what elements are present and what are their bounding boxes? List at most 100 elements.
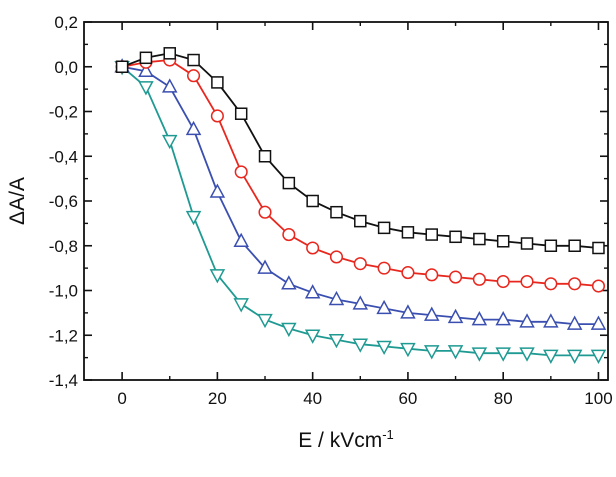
y-tick-label: -1,2: [49, 326, 78, 345]
y-tick-label: -1,0: [49, 282, 78, 301]
data-point: [566, 349, 583, 364]
data-point: [329, 250, 344, 264]
data-point: [590, 349, 607, 364]
data-point: [473, 232, 486, 246]
data-point: [592, 241, 605, 255]
data-point: [376, 340, 392, 356]
data-point: [185, 120, 202, 136]
data-point: [496, 275, 510, 289]
data-point: [161, 134, 178, 150]
data-point: [138, 81, 154, 96]
data-point: [281, 275, 297, 290]
data-point: [376, 299, 392, 315]
data-point: [568, 239, 581, 252]
data-point: [163, 47, 176, 60]
data-point: [400, 304, 416, 319]
data-point: [330, 205, 343, 219]
series-layer: [114, 47, 607, 364]
y-tick-label: -0,4: [49, 147, 78, 166]
data-point: [258, 205, 272, 219]
data-point: [209, 269, 226, 284]
x-tick-label: 40: [303, 389, 322, 408]
data-point: [520, 237, 534, 250]
data-point: [591, 279, 606, 293]
y-tick-label: 0,2: [54, 13, 78, 32]
y-tick-label: -1,4: [49, 371, 78, 390]
data-point: [211, 76, 224, 89]
data-point: [544, 239, 558, 252]
data-point: [304, 329, 321, 344]
data-point: [233, 298, 249, 313]
data-point: [447, 345, 464, 360]
x-tick-label: 60: [398, 389, 417, 408]
data-point: [161, 78, 178, 93]
x-axis-title: E / kVcm-1: [298, 427, 394, 452]
data-point: [258, 150, 272, 163]
data-point: [590, 315, 607, 330]
data-point: [233, 232, 249, 248]
data-point: [187, 69, 201, 83]
data-point: [519, 313, 535, 328]
data-point: [282, 228, 296, 242]
data-point: [520, 275, 534, 289]
data-point: [449, 230, 462, 244]
series-line: [121, 59, 599, 287]
x-tick-label: 80: [494, 389, 513, 408]
x-tick-label: 100: [584, 389, 612, 408]
data-point: [495, 311, 511, 326]
y-axis-title: ΔA/A: [6, 177, 29, 225]
series-triangle-down: [114, 61, 607, 364]
data-point: [234, 107, 248, 120]
series-circle: [115, 53, 606, 293]
data-point: [471, 311, 488, 326]
x-axis-title-superscript: -1: [382, 427, 394, 442]
data-point: [328, 333, 345, 349]
y-tick-label: 0,0: [54, 58, 78, 77]
data-point: [495, 347, 511, 362]
data-point: [447, 308, 464, 324]
data-point: [519, 347, 535, 362]
axis-ticks: [84, 21, 608, 381]
data-point: [352, 338, 369, 353]
data-point: [543, 313, 559, 328]
data-point: [377, 261, 391, 275]
data-point: [568, 277, 582, 291]
data-point: [115, 60, 129, 73]
data-point: [187, 53, 200, 67]
data-point: [449, 270, 463, 284]
data-point: [257, 313, 273, 329]
data-point: [471, 347, 488, 362]
data-point: [306, 194, 319, 208]
y-tick-label: -0,6: [49, 192, 78, 211]
data-point: [354, 214, 367, 228]
data-point: [209, 183, 226, 198]
data-point: [234, 165, 248, 179]
data-point: [496, 235, 510, 248]
data-point: [401, 266, 415, 280]
data-point: [138, 62, 154, 77]
series-triangle-up: [114, 58, 607, 330]
data-point: [210, 109, 224, 123]
data-point: [400, 342, 416, 358]
data-point: [425, 268, 439, 282]
data-point: [401, 226, 415, 239]
x-tick-label: 0: [117, 389, 126, 408]
data-point: [304, 284, 321, 299]
axis-tick-labels: 0 20 40 60 80 100 0,2 0,0 -0,2 -0,4 -0,6 -0,8 -1,0 -1…: [49, 13, 613, 408]
x-axis-title-text: E / kVcm: [298, 429, 382, 452]
data-point: [543, 349, 559, 364]
data-point: [306, 241, 320, 255]
data-point: [352, 295, 369, 310]
data-point: [423, 306, 440, 321]
y-tick-label: -0,8: [49, 237, 78, 256]
data-point: [282, 176, 296, 190]
data-point: [139, 51, 153, 65]
y-tick-label: -0,2: [49, 103, 78, 122]
data-point: [328, 290, 345, 306]
data-point: [281, 322, 297, 338]
series-square: [115, 47, 605, 255]
data-point: [566, 315, 583, 330]
data-point: [544, 277, 558, 291]
data-point: [353, 257, 367, 271]
data-point: [472, 272, 486, 286]
